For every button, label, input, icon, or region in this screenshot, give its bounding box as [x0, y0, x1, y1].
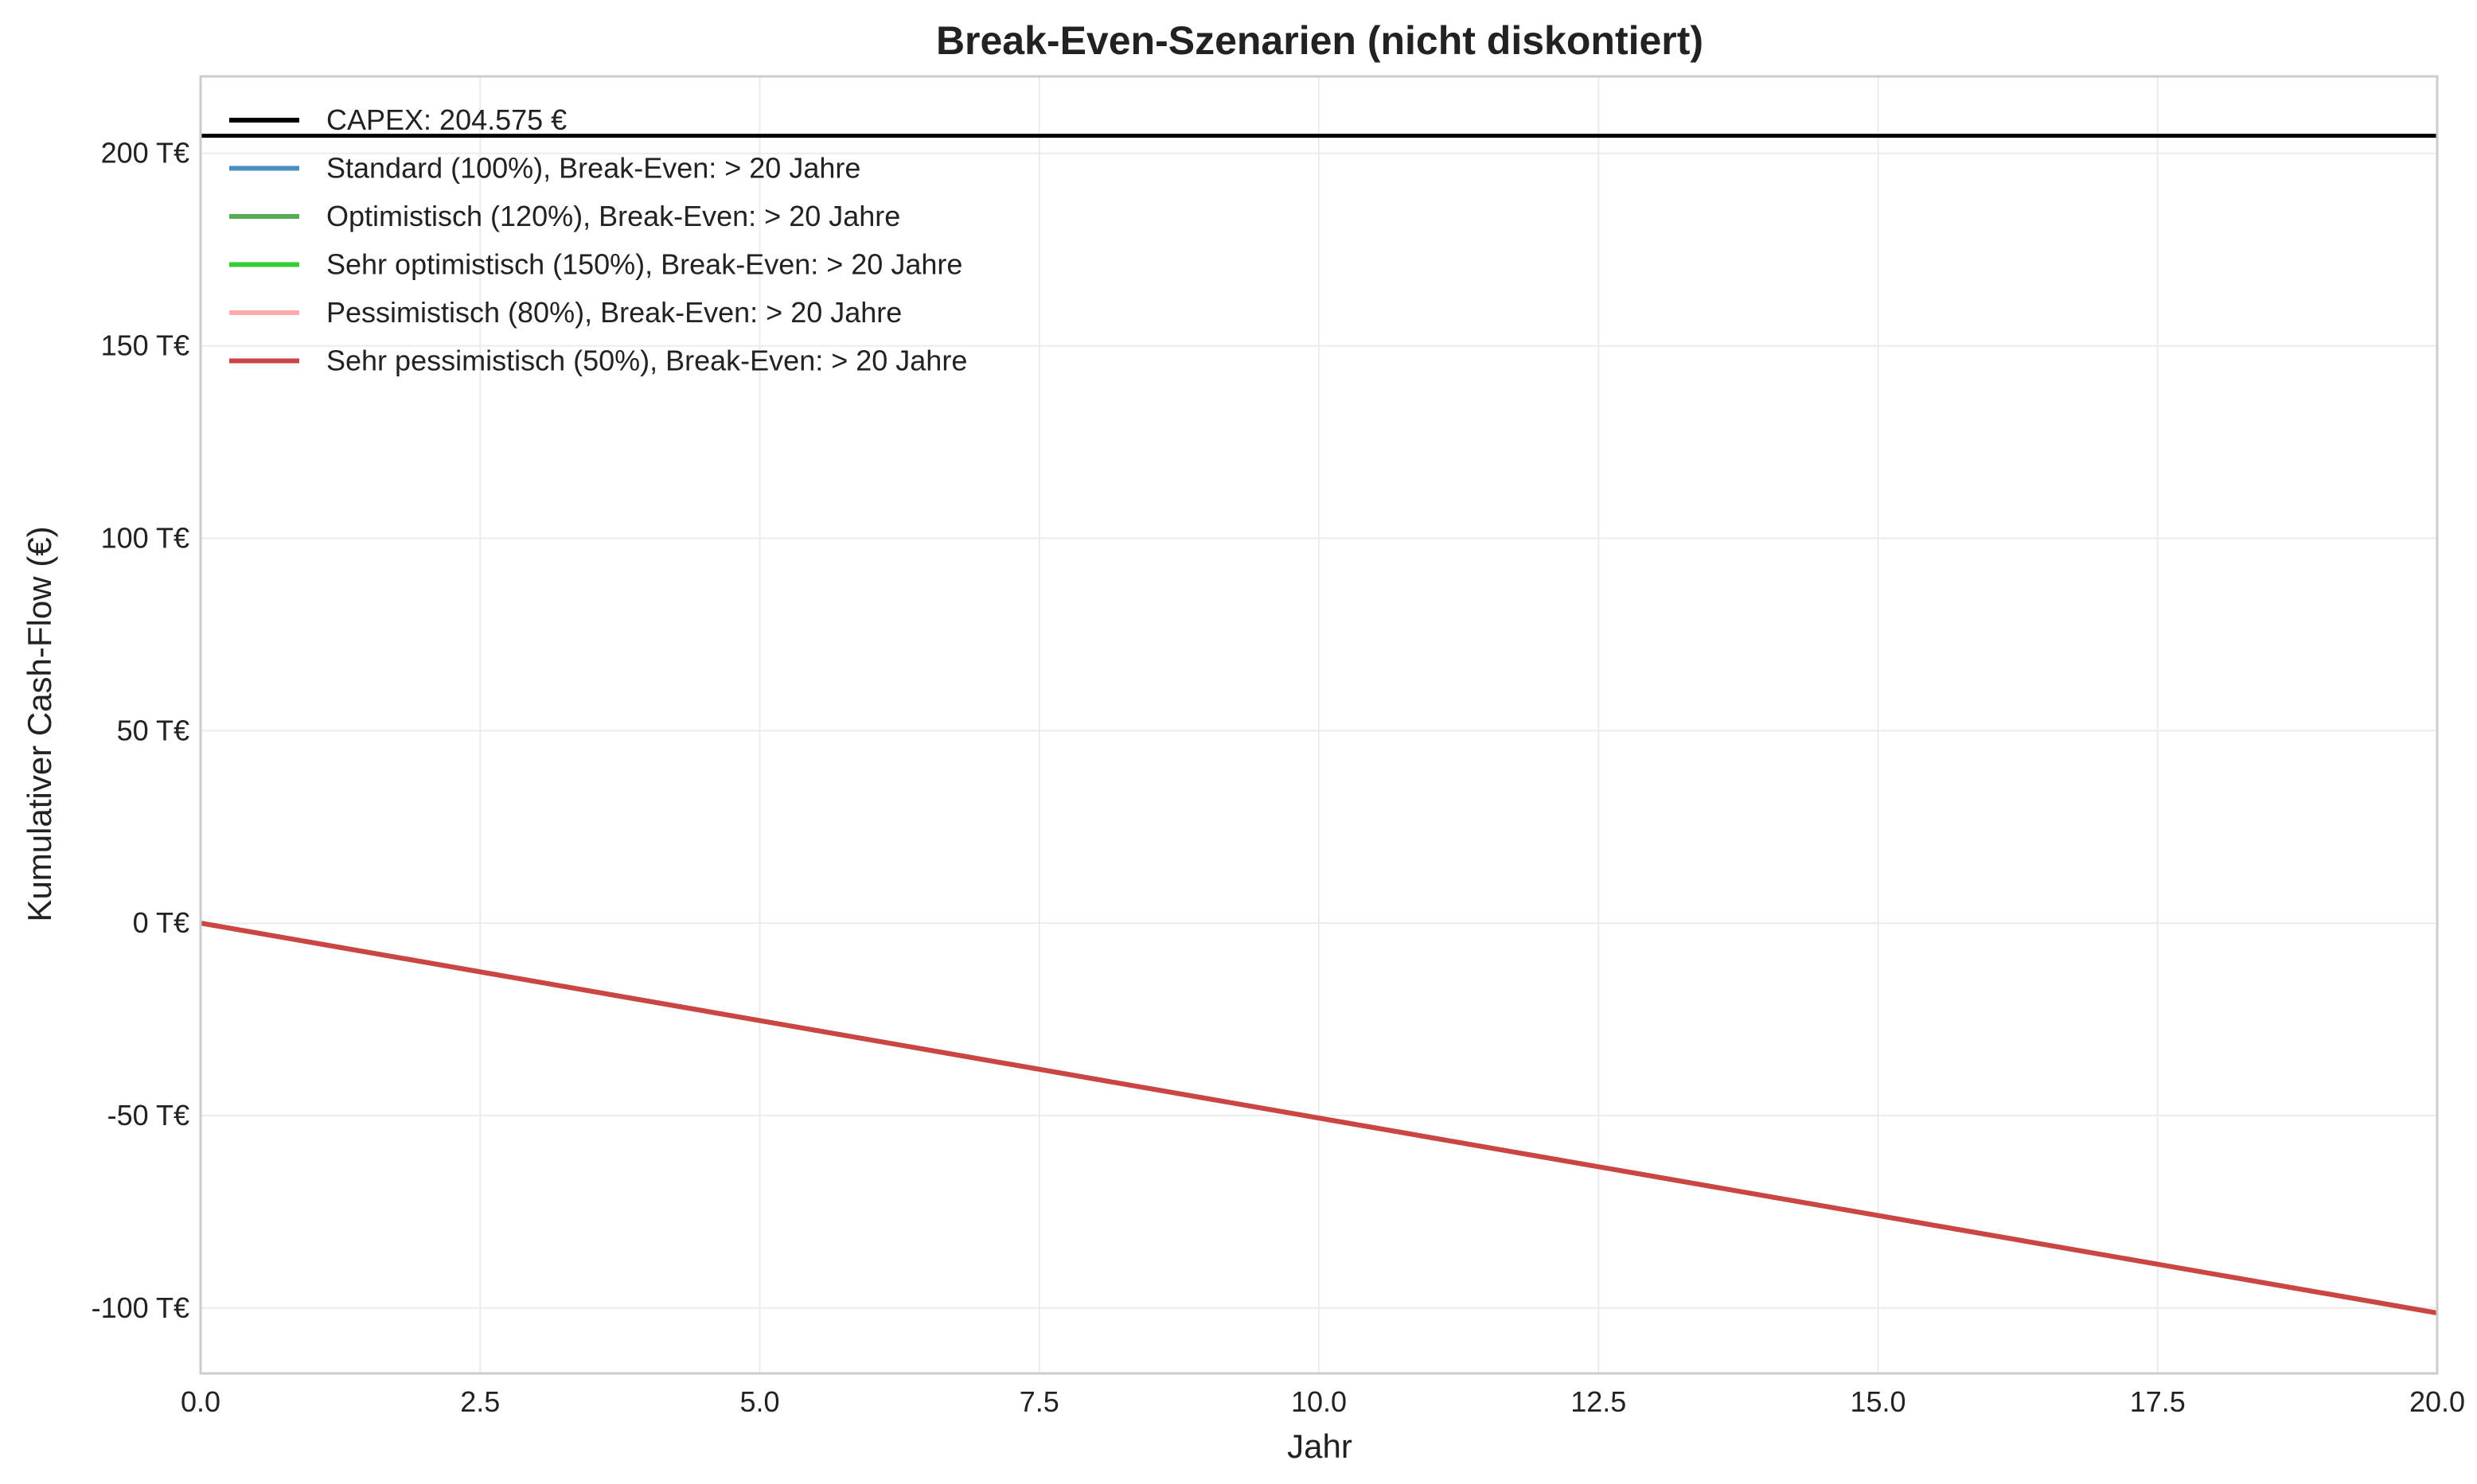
x-tick-label: 15.0 [1850, 1385, 1906, 1418]
x-tick-label: 2.5 [460, 1385, 500, 1418]
series-lines [200, 134, 2438, 1316]
plot-frame [199, 75, 2439, 1375]
y-tick-label: 50 T€ [117, 714, 189, 746]
legend-label: Standard (100%), Break-Even: > 20 Jahre [326, 152, 860, 185]
x-axis-label: Jahr [1287, 1428, 1352, 1465]
x-tick-label: 10.0 [1291, 1385, 1347, 1418]
legend-label: Sehr pessimistisch (50%), Break-Even: > … [326, 345, 967, 377]
legend: CAPEX: 204.575 € Standard (100%), Break-E… [229, 103, 967, 377]
series-line-4 [200, 921, 2438, 1316]
x-tick-label: 7.5 [1020, 1385, 1059, 1418]
legend-label: Optimistisch (120%), Break-Even: > 20 Ja… [326, 200, 900, 232]
y-tick-label: 200 T€ [101, 137, 189, 169]
legend-label: Sehr optimistisch (150%), Break-Even: > … [326, 248, 962, 281]
y-tick-label: 100 T€ [101, 521, 189, 554]
y-tick-label: -100 T€ [92, 1291, 189, 1324]
x-tick-label: 12.5 [1570, 1385, 1626, 1418]
axis-ticks: 0.0 2.5 5.0 7.5 10.0 12.5 15.0 17.5 20.0 -100 T€ -… [92, 137, 2465, 1418]
y-tick-label: 0 T€ [133, 906, 189, 939]
y-tick-label: 150 T€ [101, 329, 189, 362]
y-axis-label: Kumulativer Cash-Flow (€) [21, 526, 58, 921]
x-tick-label: 17.5 [2130, 1385, 2186, 1418]
legend-label: CAPEX: 204.575 € [326, 103, 567, 136]
y-tick-label: -50 T€ [107, 1099, 189, 1132]
legend-label: Pessimistisch (80%), Break-Even: > 20 Ja… [326, 296, 902, 329]
chart-title: Break-Even-Szenarien (nicht diskontiert) [936, 18, 1703, 63]
x-tick-label: 5.0 [739, 1385, 779, 1418]
x-tick-label: 0.0 [181, 1385, 220, 1418]
x-tick-label: 20.0 [2409, 1385, 2465, 1418]
